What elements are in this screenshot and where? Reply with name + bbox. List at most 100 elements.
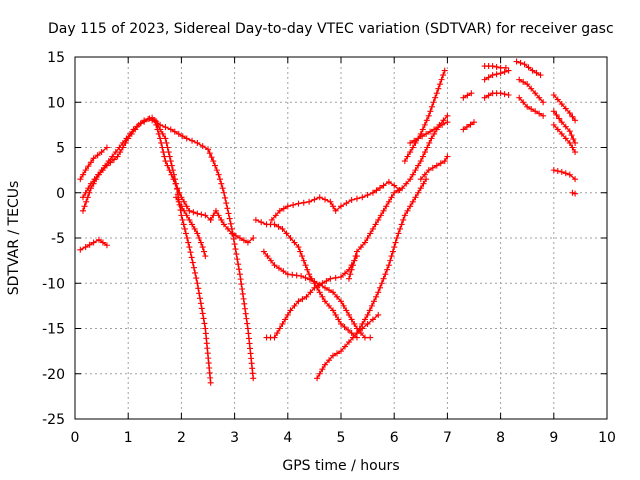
data-point (250, 235, 257, 241)
data-point (162, 135, 169, 142)
data-point (417, 185, 424, 192)
data-point (407, 203, 414, 210)
data-point (421, 121, 428, 128)
data-point (347, 271, 354, 278)
data-point (220, 189, 227, 196)
data-point (536, 94, 543, 101)
data-point (213, 167, 220, 174)
data-point (230, 236, 237, 243)
data-point (163, 139, 170, 146)
data-point (338, 348, 344, 355)
data-point (159, 144, 166, 151)
data-series (77, 58, 579, 386)
data-point (343, 307, 350, 314)
data-point (435, 124, 442, 131)
data-point (404, 207, 411, 214)
data-point (380, 207, 387, 214)
data-point (186, 244, 193, 251)
data-point (426, 139, 433, 146)
data-point (165, 149, 172, 156)
data-point (145, 115, 152, 122)
data-point (194, 280, 201, 287)
data-point (222, 194, 229, 201)
series-sat-y (516, 94, 547, 119)
data-point (199, 310, 206, 317)
x-tick-label: 6 (390, 430, 399, 446)
data-point (489, 72, 496, 79)
data-point (181, 207, 188, 214)
data-point (182, 230, 189, 237)
series-sat-c (77, 144, 110, 183)
data-point (513, 58, 520, 65)
data-point (167, 158, 174, 165)
data-point (558, 168, 565, 175)
data-point (173, 185, 180, 192)
data-point (572, 139, 579, 146)
series-line (462, 121, 475, 130)
series-sat-h (252, 216, 360, 341)
data-point (195, 285, 202, 292)
data-point (343, 200, 350, 207)
grid-lines (75, 57, 607, 419)
data-point (351, 320, 358, 327)
data-point (359, 325, 366, 332)
data-point (407, 139, 414, 146)
data-point (422, 149, 429, 156)
data-point (188, 254, 195, 261)
data-point (234, 256, 241, 263)
data-point (170, 171, 177, 178)
data-point (353, 248, 360, 255)
data-point (166, 153, 173, 160)
series-sat-ad (569, 189, 579, 197)
data-point (419, 133, 426, 140)
data-point (550, 108, 557, 115)
data-point (236, 235, 243, 241)
data-point (377, 184, 384, 191)
data-point (373, 293, 380, 300)
data-point (377, 212, 384, 219)
series-sat-p (417, 153, 451, 183)
data-point (197, 295, 204, 302)
data-point (361, 239, 368, 246)
data-point (516, 76, 523, 83)
data-point (389, 248, 396, 255)
data-point (212, 207, 219, 214)
data-point (241, 300, 248, 307)
data-point (432, 94, 439, 101)
data-point (327, 198, 334, 205)
data-point (271, 334, 278, 341)
data-point (338, 320, 344, 327)
y-tick-label: 0 (56, 186, 65, 202)
data-point (322, 284, 329, 291)
data-point (332, 207, 339, 214)
x-tick-label: 3 (230, 430, 239, 446)
data-point (438, 76, 445, 83)
data-point (330, 203, 337, 210)
data-point (540, 112, 547, 119)
data-point (162, 158, 169, 165)
data-point (300, 199, 307, 206)
data-point (264, 253, 271, 260)
data-point (160, 149, 167, 156)
data-point (524, 103, 531, 110)
x-axis-label: GPS time / hours (282, 458, 399, 474)
x-tick-label: 7 (443, 430, 452, 446)
data-point (393, 235, 400, 241)
data-point (276, 207, 283, 214)
data-point (441, 67, 448, 74)
data-point (369, 225, 376, 232)
data-point (168, 162, 175, 169)
data-point (279, 225, 286, 232)
data-point (198, 305, 205, 312)
data-point (369, 316, 376, 323)
data-point (90, 155, 97, 162)
data-point (236, 266, 243, 273)
data-point (226, 215, 233, 222)
data-point (566, 110, 573, 117)
data-point (304, 266, 311, 273)
data-point (109, 153, 116, 160)
data-point (82, 167, 89, 174)
data-point (83, 198, 90, 205)
data-point (423, 176, 430, 183)
data-point (420, 180, 427, 187)
